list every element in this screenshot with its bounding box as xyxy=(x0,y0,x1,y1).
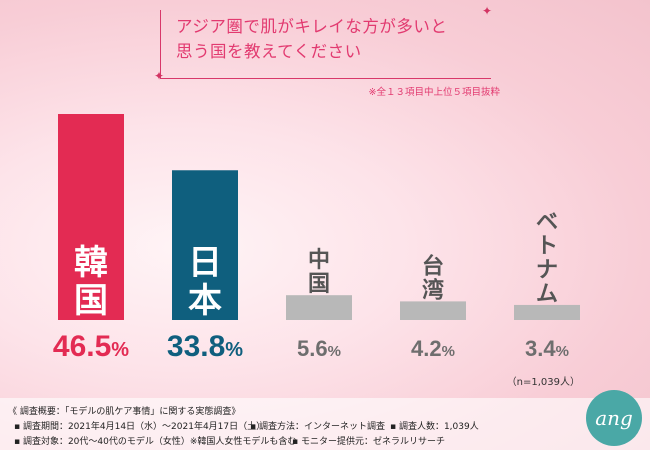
value-label-5: 3.4% xyxy=(525,336,569,361)
title-frame xyxy=(160,10,491,79)
value-label-2: 33.8% xyxy=(167,330,243,363)
sample-size: （n=1,039人） xyxy=(506,377,580,388)
footer-count: ▪ 調査人数：1,039人 xyxy=(390,422,479,432)
brand-logo-icon: ang xyxy=(586,390,642,446)
chart-title: アジア圏で肌がキレイな方が多いと 思う国を教えてください xyxy=(176,14,486,64)
footer-heading: 《 調査概要：「モデルの肌ケア事情」に関する実態調査》 xyxy=(8,407,241,417)
value-label-1: 46.5% xyxy=(53,330,129,363)
footer-method: ▪ 調査方法：インターネット調査 xyxy=(250,422,385,432)
footer-provider: ▪ モニター提供元：ゼネラルリサーチ xyxy=(292,437,445,447)
survey-footer: 《 調査概要：「モデルの肌ケア事情」に関する実態調査》 ▪ 調査期間：2021年… xyxy=(0,398,650,450)
category-label-4: 台湾 xyxy=(422,253,444,303)
category-label-5: ベトナム xyxy=(536,210,558,307)
value-label-4: 4.2% xyxy=(411,336,455,361)
category-label-2: 日本 xyxy=(188,243,222,321)
footer-period: ▪ 調査期間：2021年4月14日（水）〜2021年4月17日（土） xyxy=(14,422,266,432)
bar-1 xyxy=(58,114,124,320)
footer-target: ▪ 調査対象：20代〜40代のモデル（女性）※韓国人女性モデルも含む xyxy=(14,437,297,447)
bar-5 xyxy=(514,304,580,320)
sparkle-icon: ✦ xyxy=(482,4,493,18)
category-label-3: 中国 xyxy=(308,248,330,297)
bar-chart: 韓国 46.5% 日本 33.8% 中国 5.6% 台湾 4.2% ベトナム 3.4% xyxy=(53,114,580,363)
bar-3 xyxy=(286,295,352,320)
category-label-1: 韓国 xyxy=(74,243,108,321)
bar-2 xyxy=(172,170,238,320)
selection-note: ※全１３項目中上位５項目抜粋 xyxy=(368,87,500,98)
title-line-2: 思う国を教えてください xyxy=(176,42,362,61)
title-line-1: アジア圏で肌がキレイな方が多いと xyxy=(176,17,448,36)
sparkle-icon: ✦ xyxy=(154,69,165,83)
bar-4 xyxy=(400,301,466,320)
value-label-3: 5.6% xyxy=(297,336,341,361)
